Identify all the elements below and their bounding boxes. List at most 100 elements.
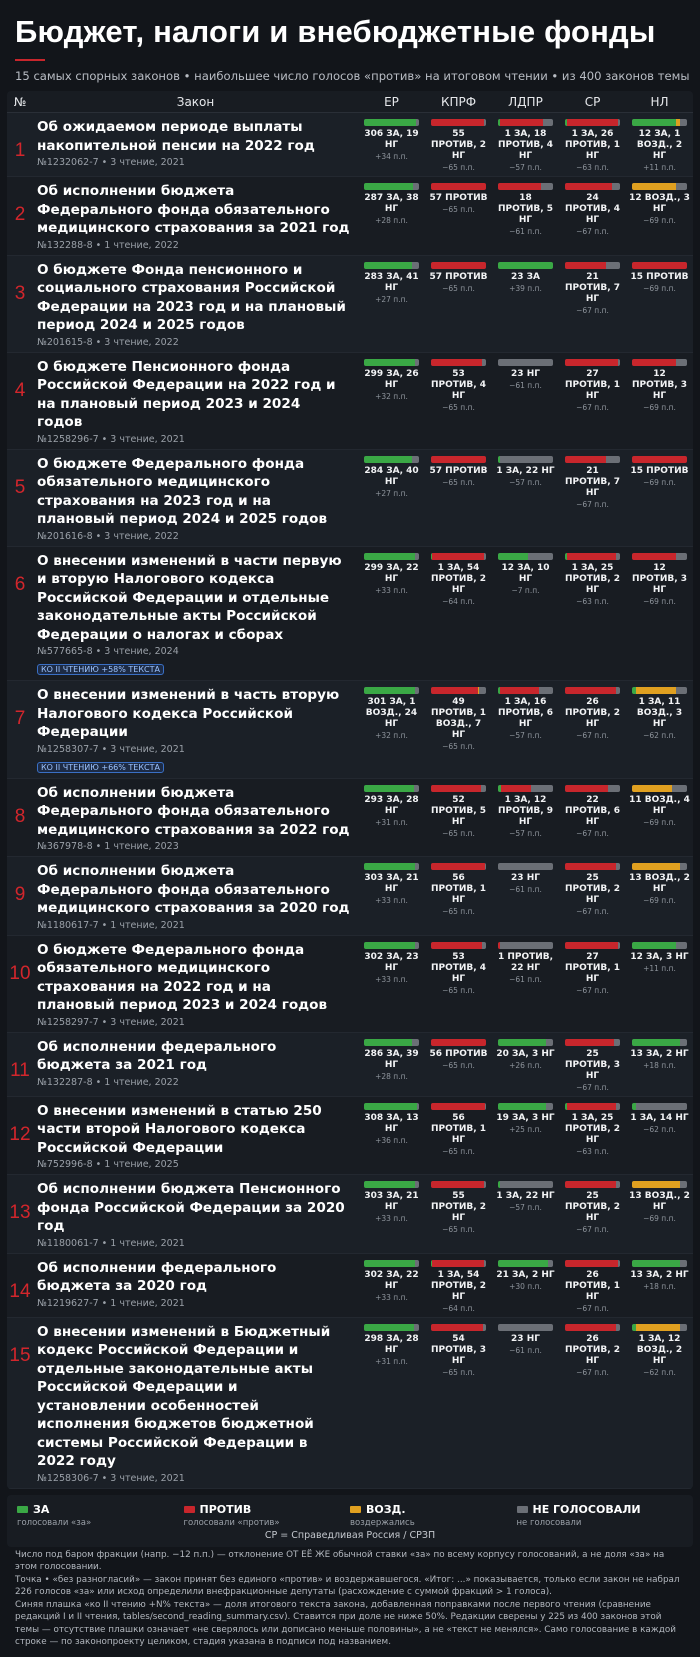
vote-label: 56 ПРОТИВ, 1 НГ <box>430 873 487 905</box>
law-cell: О бюджете Федерального фонда обязательно… <box>33 455 358 542</box>
vote-cell: 306 ЗА, 19 НГ +34 п.п. <box>358 118 425 172</box>
vote-cell: 57 ПРОТИВ −65 п.п. <box>425 261 492 348</box>
vote-segment <box>565 1181 616 1188</box>
vote-segment <box>484 552 486 560</box>
vote-label: 53 ПРОТИВ, 4 НГ <box>430 951 487 984</box>
vote-segment <box>530 784 553 792</box>
vote-label: 56 ПРОТИВ <box>429 1048 488 1059</box>
vote-segment <box>545 1038 553 1046</box>
notes: Число под баром фракции (напр. −12 п.п.)… <box>7 1547 693 1651</box>
vote-label: 57 ПРОТИВ <box>429 271 488 282</box>
vote-segment <box>479 687 486 694</box>
vote-segment <box>566 119 619 126</box>
vote-label: 25 ПРОТИВ, 2 НГ <box>564 873 621 905</box>
vote-bar <box>565 863 620 870</box>
vote-bar <box>632 119 687 126</box>
vote-label: 56 ПРОТИВ, 1 НГ <box>430 1112 487 1145</box>
vote-delta: −69 п.п. <box>643 896 676 905</box>
vote-segment <box>431 687 479 694</box>
law-row: 2 Об исполнении бюджета Федерального фонд… <box>7 177 693 256</box>
vote-cell: 13 ЗА, 2 НГ +18 п.п. <box>626 1038 693 1092</box>
row-number: 7 <box>14 708 26 729</box>
vote-cell: 1 ЗА, 14 НГ −62 п.п. <box>626 1102 693 1171</box>
vote-segment <box>364 863 416 870</box>
vote-segment <box>364 455 413 463</box>
vote-delta: −69 п.п. <box>643 477 676 487</box>
vote-cell: 26 ПРОТИВ, 2 НГ −67 п.п. <box>559 1323 626 1484</box>
column-header: КПРФ <box>440 94 477 109</box>
vote-delta: −65 п.п. <box>442 742 475 751</box>
note: Точка • «без разногласий» — закон принят… <box>15 1574 680 1598</box>
vote-segment <box>498 784 501 792</box>
vote-delta: +36 п.п. <box>375 1135 408 1145</box>
vote-cell: 23 ЗА +39 п.п. <box>492 261 559 348</box>
vote-segment <box>500 941 553 949</box>
vote-segment <box>498 687 501 694</box>
vote-bar <box>498 552 553 560</box>
vote-segment <box>412 1038 419 1046</box>
vote-delta: −64 п.п. <box>442 1303 475 1313</box>
row-number: 10 <box>9 962 31 984</box>
vote-segment <box>483 1323 486 1331</box>
vote-bar <box>364 261 419 269</box>
vote-cell: 24 ПРОТИВ, 4 НГ −67 п.п. <box>559 182 626 251</box>
vote-bar <box>364 1038 419 1046</box>
vote-bar <box>632 552 687 560</box>
vote-label: 301 ЗА, 1 ВОЗД., 24 НГ <box>365 697 418 729</box>
vote-cell: 25 ПРОТИВ, 2 НГ −67 п.п. <box>559 1180 626 1249</box>
vote-segment <box>431 1323 484 1331</box>
vote-label: 286 ЗА, 39 НГ <box>364 1048 419 1070</box>
vote-segment <box>500 1181 553 1188</box>
vote-segment <box>679 1181 687 1188</box>
vote-segment <box>498 261 553 269</box>
vote-segment <box>632 1259 680 1267</box>
legend-key: ПРОТИВ <box>183 1503 351 1516</box>
vote-segment <box>632 119 676 126</box>
vote-segment <box>528 552 553 560</box>
legend-key: ЗА <box>17 1503 184 1516</box>
vote-segment <box>412 455 419 463</box>
vote-segment <box>676 687 687 694</box>
vote-label: 302 ЗА, 23 НГ <box>364 951 419 973</box>
table-body: 1 Об ожидаемом периоде выплаты накопитель… <box>7 113 693 1489</box>
vote-cell: 12 ЗА, 3 НГ +11 п.п. <box>626 941 693 1028</box>
legend-item: ВОЗД. воздержались <box>350 1503 517 1528</box>
vote-segment <box>498 183 542 190</box>
law-meta: №132288-8 • 1 чтение, 2022 <box>37 239 179 251</box>
row-number: 14 <box>9 1280 31 1302</box>
row-number: 3 <box>14 282 26 304</box>
law-meta: №201615-8 • 3 чтение, 2022 <box>37 336 179 348</box>
vote-label: 12 ЗА, 10 НГ <box>501 562 550 584</box>
vote-segment <box>676 119 680 126</box>
vote-bar <box>565 1323 620 1331</box>
vote-label: 1 ЗА, 18 ПРОТИВ, 4 НГ <box>497 129 554 161</box>
vote-segment <box>364 552 416 560</box>
vote-cell: 21 ПРОТИВ, 7 НГ −67 п.п. <box>559 455 626 542</box>
vote-segment <box>481 784 486 792</box>
vote-delta: −65 п.п. <box>442 828 475 838</box>
vote-delta: −63 п.п. <box>576 1146 609 1156</box>
vote-bar <box>565 261 620 269</box>
row-number: 13 <box>9 1202 31 1223</box>
vote-segment <box>632 1181 680 1188</box>
vote-delta: −67 п.п. <box>576 305 609 315</box>
law-cell: Об исполнении бюджета Федерального фонда… <box>33 182 358 251</box>
vote-segment <box>498 863 553 870</box>
vote-segment <box>431 1259 485 1267</box>
vote-label: 23 НГ <box>511 368 540 379</box>
law-cell: О бюджете Пенсионного фонда Российской Ф… <box>33 358 358 445</box>
row-number: 11 <box>10 1059 30 1081</box>
vote-segment <box>616 1323 620 1331</box>
vote-bar <box>364 687 419 694</box>
vote-delta: +26 п.п. <box>509 1060 542 1070</box>
vote-cell: 26 ПРОТИВ, 1 НГ −67 п.п. <box>559 1259 626 1313</box>
vote-delta: −69 п.п. <box>643 216 676 225</box>
vote-label: 298 ЗА, 28 НГ <box>364 1333 419 1355</box>
law-cell: О внесении изменений в части первую и вт… <box>33 552 358 677</box>
vote-bar <box>431 784 486 792</box>
vote-label: 26 ПРОТИВ, 1 НГ <box>564 1269 621 1302</box>
vote-cell: 284 ЗА, 40 НГ +27 п.п. <box>358 455 425 542</box>
law-row: 8 Об исполнении бюджета Федерального фонд… <box>7 779 693 857</box>
vote-segment <box>606 261 620 269</box>
vote-segment <box>364 1102 417 1110</box>
